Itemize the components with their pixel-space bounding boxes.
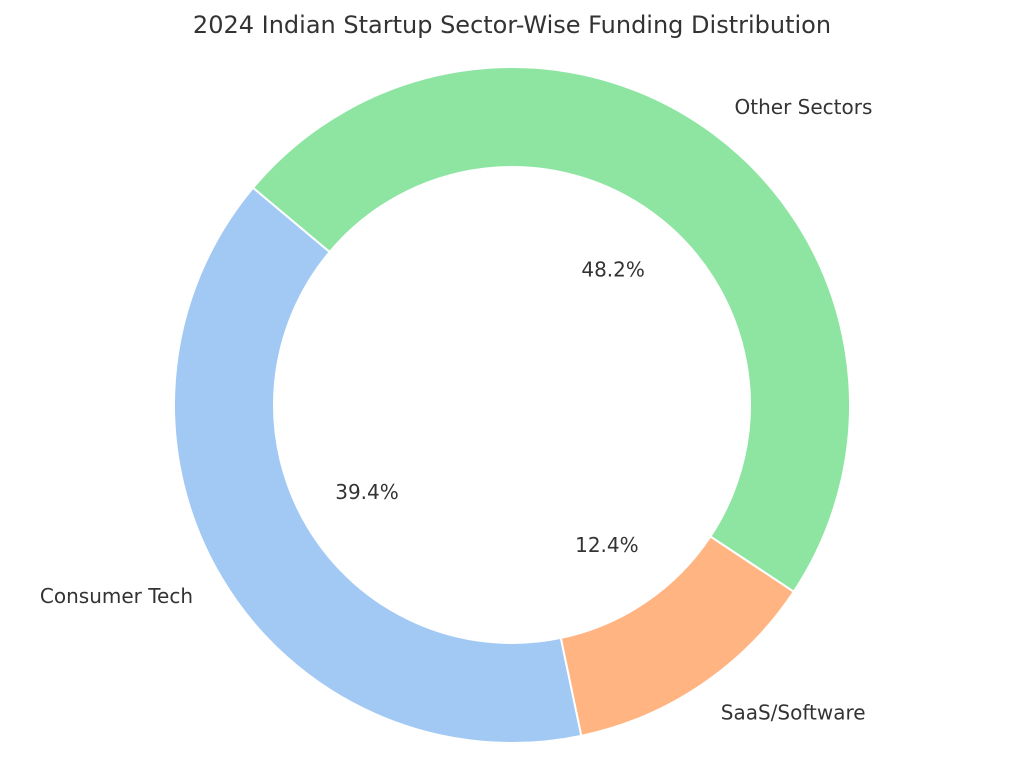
- slice-label-saas-software: SaaS/Software: [721, 701, 866, 725]
- pct-label-other-sectors: 48.2%: [581, 258, 645, 282]
- pct-label-consumer-tech: 39.4%: [335, 480, 399, 504]
- pct-label-saas-software: 12.4%: [575, 533, 639, 557]
- labels-layer: Consumer Tech 39.4% SaaS/Software 12.4% Othe…: [40, 95, 872, 725]
- slices-layer: [173, 66, 851, 744]
- slice-label-consumer-tech: Consumer Tech: [40, 584, 193, 608]
- slice-consumer-tech: [173, 186, 583, 744]
- slice-label-other-sectors: Other Sectors: [735, 95, 873, 119]
- chart-title: 2024 Indian Startup Sector-Wise Funding …: [193, 11, 831, 39]
- slice-other-sectors: [251, 66, 851, 594]
